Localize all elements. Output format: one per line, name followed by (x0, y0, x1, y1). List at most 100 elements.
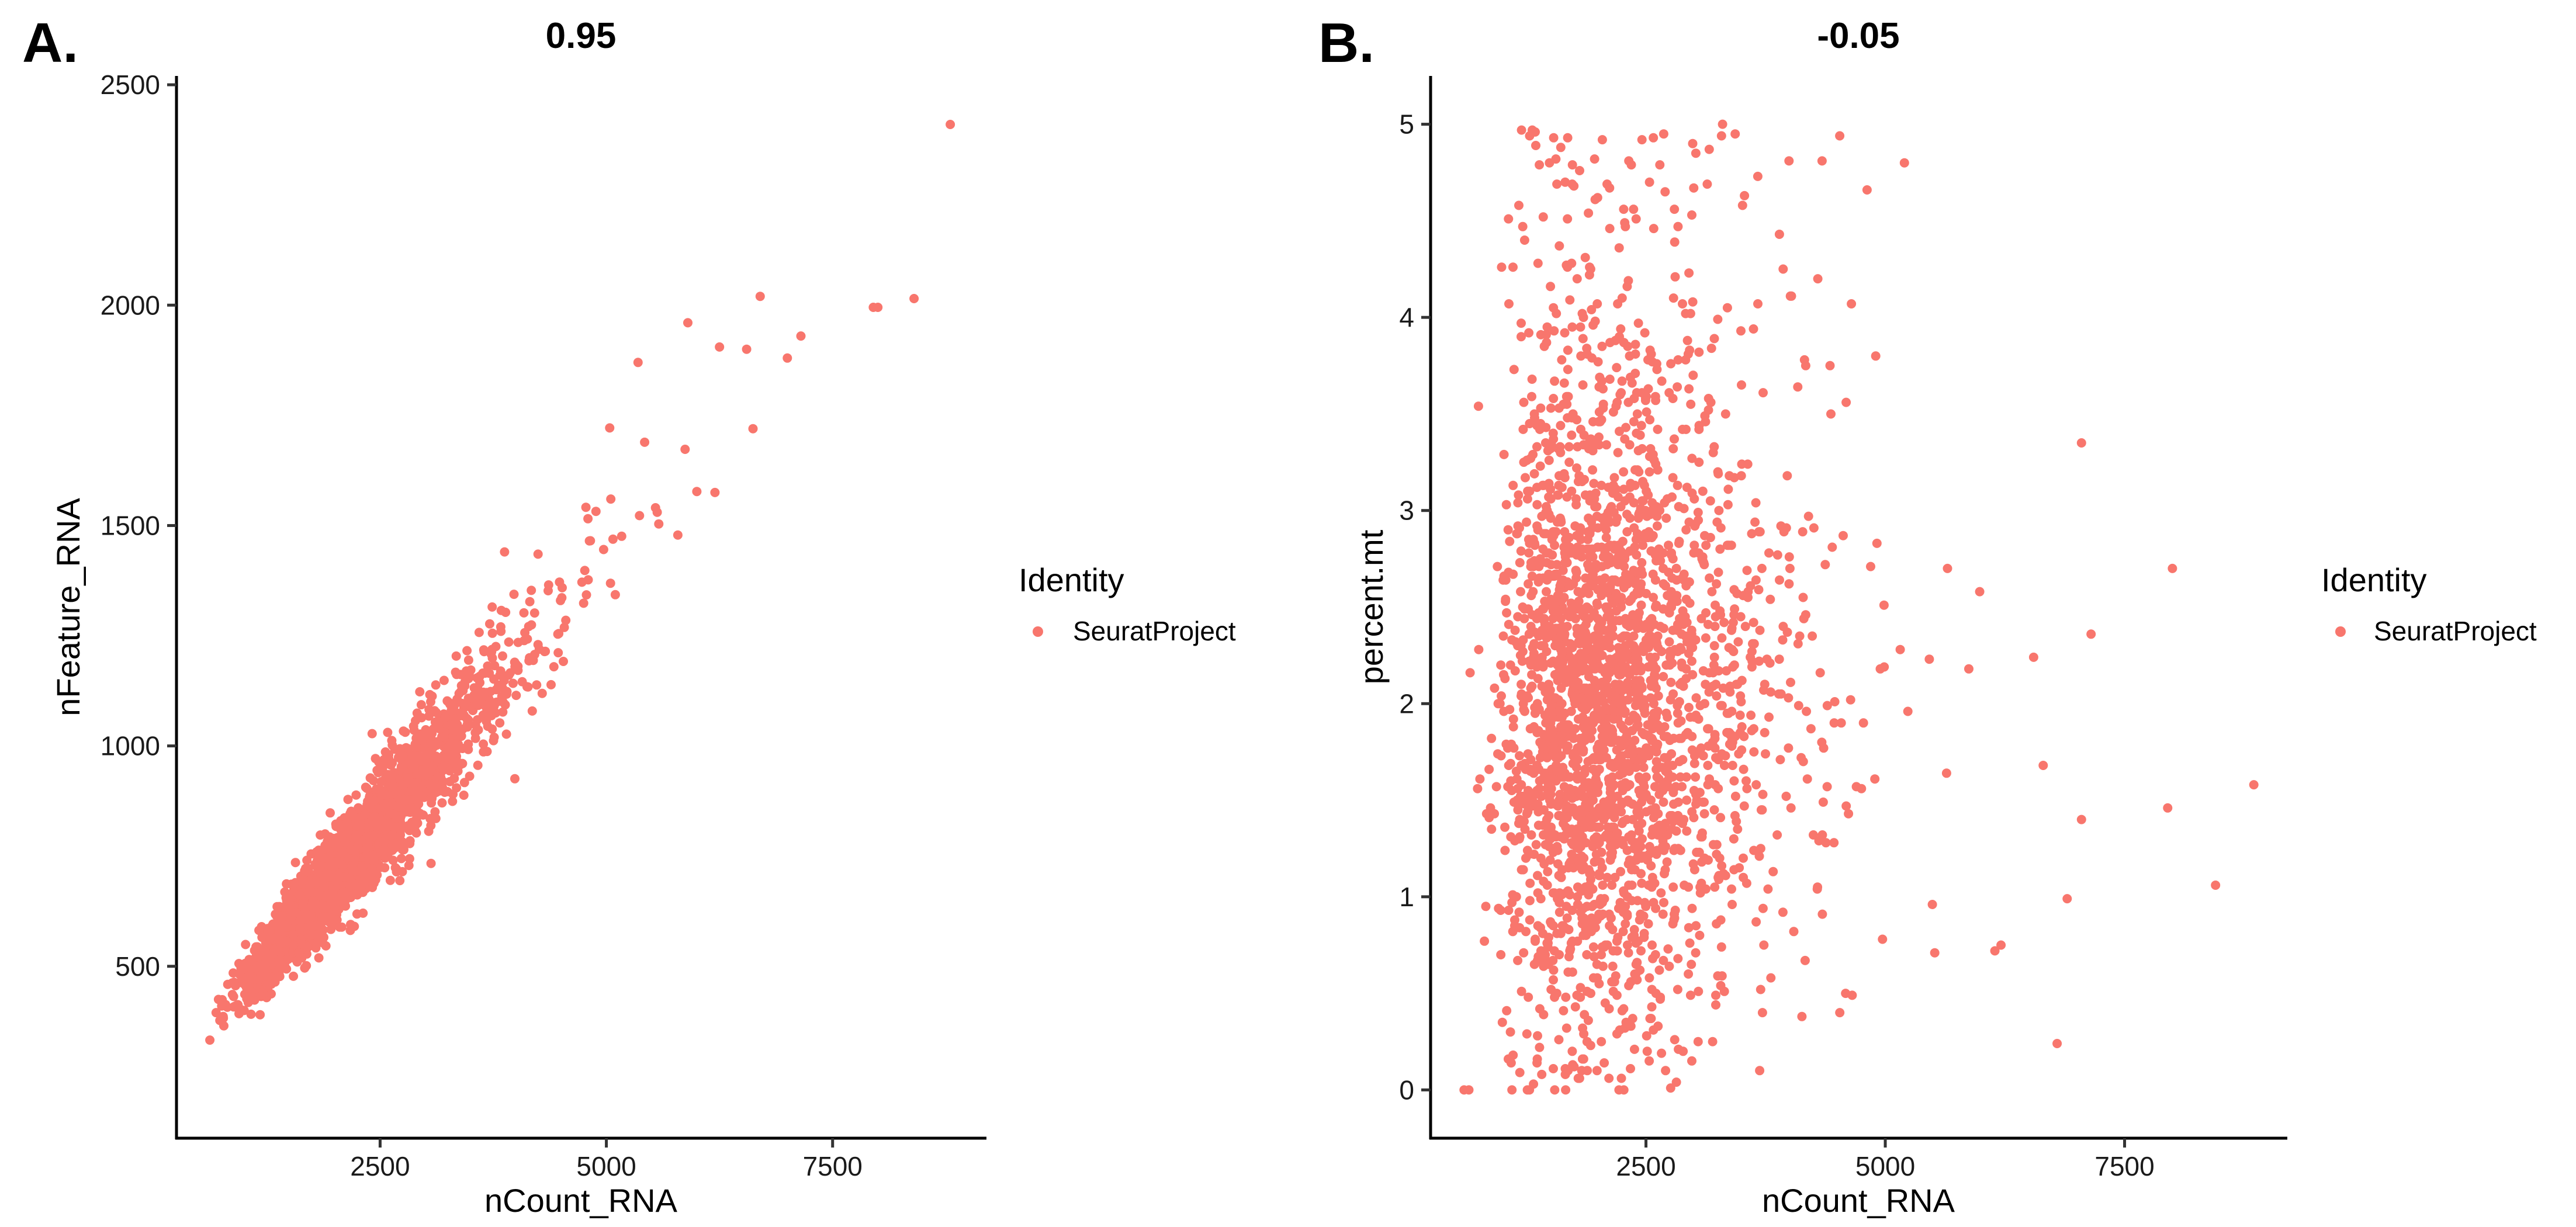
scatter-point (1664, 567, 1674, 577)
scatter-point (1747, 726, 1757, 736)
scatter-point (1763, 884, 1773, 894)
scatter-point (1678, 606, 1688, 616)
scatter-point (345, 874, 355, 883)
scatter-point (1594, 979, 1604, 989)
scatter-point (386, 789, 396, 799)
scatter-point (462, 646, 472, 656)
scatter-point (1605, 581, 1615, 591)
scatter-point (1586, 434, 1596, 444)
scatter-point (1550, 376, 1560, 386)
scatter-point (1609, 473, 1619, 483)
scatter-point (527, 706, 537, 716)
scatter-point (1706, 397, 1716, 407)
scatter-point (1691, 921, 1701, 931)
scatter-point (1751, 498, 1761, 508)
scatter-point (1602, 612, 1612, 622)
scatter-point (1689, 758, 1699, 768)
scatter-point (1567, 658, 1577, 668)
scatter-point (1554, 241, 1564, 251)
scatter-point (1580, 252, 1590, 262)
scatter-point (1663, 753, 1673, 762)
scatter-point (365, 773, 375, 783)
scatter-point (491, 708, 501, 718)
scatter-point (1717, 633, 1727, 643)
scatter-point (1567, 850, 1577, 859)
scatter-point (537, 688, 547, 698)
scatter-point (1587, 795, 1597, 805)
scatter-point (1597, 1037, 1606, 1046)
scatter-point (387, 758, 397, 768)
scatter-point (1613, 448, 1623, 457)
scatter-point (361, 782, 371, 792)
scatter-point (1622, 940, 1632, 950)
scatter-point (1604, 795, 1614, 805)
scatter-point (1713, 872, 1723, 882)
scatter-point (1696, 878, 1706, 888)
scatter-point (1496, 950, 1506, 959)
scatter-point (1798, 592, 1808, 602)
scatter-point (259, 945, 269, 955)
scatter-point (1670, 909, 1679, 919)
scatter-point (1740, 622, 1750, 632)
scatter-point (1728, 618, 1738, 628)
scatter-point (1757, 1008, 1767, 1018)
scatter-point (1673, 480, 1682, 490)
scatter-point (1711, 1000, 1720, 1010)
scatter-point (453, 757, 463, 767)
scatter-point (1634, 691, 1644, 701)
scatter-point (294, 948, 304, 958)
scatter-point (1616, 1073, 1626, 1083)
scatter-point (408, 721, 418, 731)
scatter-point (1595, 822, 1605, 832)
scatter-point (1627, 836, 1637, 845)
scatter-point (1637, 569, 1647, 579)
scatter-point (1651, 757, 1661, 767)
scatter-point (1560, 328, 1570, 338)
scatter-point (1561, 1085, 1571, 1095)
scatter-point (1609, 508, 1619, 517)
scatter-point (1572, 274, 1582, 284)
scatter-point (371, 754, 380, 764)
scatter-point (385, 875, 395, 885)
scatter-point (302, 855, 312, 865)
scatter-point (1688, 370, 1698, 380)
scatter-point (1838, 531, 1848, 540)
scatter-point (1689, 183, 1699, 193)
scatter-point (1509, 365, 1519, 375)
scatter-point (390, 809, 400, 819)
scatter-point (1574, 529, 1584, 539)
scatter-point (1685, 598, 1695, 608)
scatter-point (1578, 662, 1588, 672)
scatter-point (1689, 813, 1699, 823)
scatter-point (1637, 444, 1647, 453)
scatter-point (1525, 878, 1535, 888)
scatter-point (1571, 614, 1580, 623)
scatter-point (451, 726, 461, 735)
scatter-point (1500, 845, 1510, 855)
scatter-point (1653, 424, 1663, 434)
scatter-point (1588, 523, 1598, 533)
scatter-point (1604, 778, 1614, 788)
scatter-point (1649, 133, 1659, 143)
scatter-point (1699, 809, 1709, 819)
scatter-point (1552, 309, 1561, 318)
scatter-point (1822, 701, 1832, 710)
scatter-point (448, 796, 458, 806)
scatter-point (1649, 224, 1659, 234)
scatter-point (1665, 660, 1675, 670)
scatter-point (1730, 791, 1740, 801)
scatter-point (1711, 612, 1720, 622)
scatter-point (1557, 483, 1567, 493)
scatter-point (1531, 934, 1540, 944)
panel-tag-b: B. (1318, 12, 1374, 74)
scatter-point (307, 888, 317, 897)
scatter-point (1576, 907, 1585, 917)
scatter-point (261, 971, 271, 981)
scatter-point (1592, 1066, 1602, 1076)
scatter-point (1679, 504, 1689, 514)
scatter-point (1572, 990, 1582, 1000)
scatter-point (1538, 662, 1548, 672)
scatter-point (1701, 540, 1711, 550)
scatter-point (1590, 195, 1600, 204)
